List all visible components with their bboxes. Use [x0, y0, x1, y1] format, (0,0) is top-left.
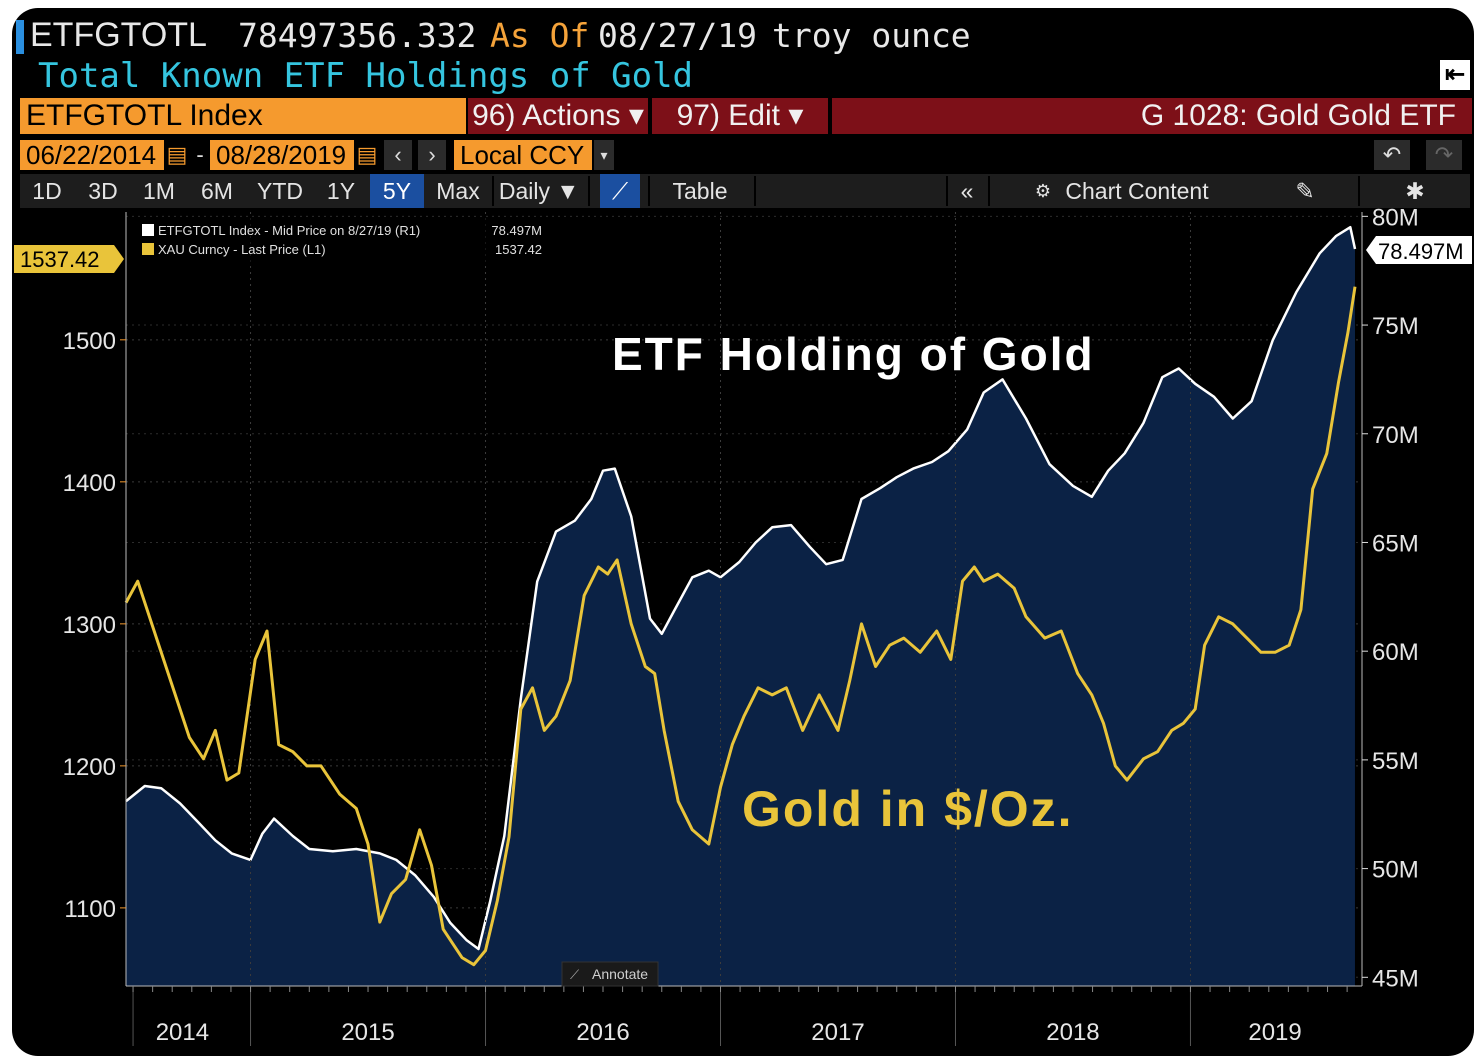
left-tick-label: 1400 — [63, 470, 116, 497]
period-6m[interactable]: 6M — [201, 178, 233, 204]
gold-annotation: Gold in $/Oz. — [742, 781, 1074, 837]
x-tick-label: 2018 — [1046, 1019, 1099, 1046]
legend-label-etf: ETFGTOTL Index - Mid Price on 8/27/19 (R… — [158, 223, 420, 238]
period-3d[interactable]: 3D — [88, 178, 118, 204]
end-date-input[interactable]: 08/28/2019 — [210, 140, 354, 170]
calendar-icon[interactable]: ▤ — [166, 140, 188, 170]
last-etf-value: 78.497M — [1378, 239, 1464, 264]
annotate-button-bg — [561, 961, 659, 987]
legend-label-gold: XAU Curncy - Last Price (L1) — [158, 242, 326, 257]
chevron-right-icon[interactable]: › — [418, 140, 446, 170]
security-input[interactable]: ETFGTOTL Index — [20, 98, 466, 134]
last-gold-price-value: 1537.42 — [20, 247, 100, 272]
page-title: Total Known ETF Holdings of Gold — [38, 56, 694, 96]
annotate-icon: ⟋ — [570, 967, 580, 982]
right-tick-label: 65M — [1372, 530, 1419, 557]
unit-label: troy ounce — [772, 16, 971, 55]
undo-icon[interactable]: ↶ — [1374, 140, 1410, 170]
right-tick-label: 70M — [1372, 422, 1419, 449]
settings-gear-icon[interactable]: ✱ — [1405, 178, 1425, 204]
annotate-button: Annotate — [592, 966, 648, 982]
left-tick-label: 1200 — [63, 754, 116, 781]
line-chart-icon[interactable]: ⟋ — [600, 174, 640, 208]
focus-indicator — [16, 20, 24, 54]
legend-swatch-etf — [142, 224, 154, 236]
etf-holdings-area — [126, 227, 1355, 986]
period-max[interactable]: Max — [436, 178, 480, 204]
last-gold-price-tag — [14, 245, 124, 273]
left-tick-label: 1100 — [64, 896, 116, 923]
right-tick-label: 60M — [1372, 639, 1419, 666]
left-tick-label: 1500 — [63, 328, 116, 355]
chevron-down-icon[interactable]: ▾ — [594, 140, 614, 170]
x-tick-label: 2016 — [576, 1019, 629, 1046]
right-tick-label: 80M — [1372, 204, 1419, 231]
frequency-select[interactable]: Daily ▼ — [498, 178, 580, 204]
period-5y[interactable]: 5Y — [370, 174, 424, 208]
header-bar: ETFGTOTL 78497356.332 As Of 08/27/19 tro… — [12, 8, 1474, 62]
gold-price-line — [124, 286, 1357, 967]
chart-content-button[interactable]: Chart Content — [1065, 178, 1209, 204]
legend-swatch-gold — [142, 243, 154, 255]
as-of-date: 08/27/19 — [598, 16, 757, 55]
period-ytd[interactable]: YTD — [257, 178, 303, 204]
chart-content-icon[interactable]: ⚙ — [1034, 181, 1052, 201]
x-tick-label: 2014 — [156, 1019, 209, 1046]
chart-id-label: G 1028: Gold Gold ETF — [832, 98, 1472, 134]
period-1d[interactable]: 1D — [32, 178, 62, 204]
x-tick-label: 2015 — [341, 1019, 394, 1046]
legend-box — [134, 218, 546, 266]
edit-menu-button[interactable]: 97) Edit ▾ — [652, 98, 828, 134]
x-tick-label: 2017 — [811, 1019, 864, 1046]
start-date-input[interactable]: 06/22/2014 — [20, 140, 164, 170]
legend-value-gold: 1537.42 — [495, 242, 542, 257]
chevron-left-icon[interactable]: ‹ — [384, 140, 412, 170]
right-tick-label: 50M — [1372, 857, 1419, 884]
right-tick-label: 75M — [1372, 313, 1419, 340]
redo-icon[interactable]: ↷ — [1426, 140, 1462, 170]
last-etf-value-tag — [1366, 236, 1472, 264]
header-ticker: ETFGTOTL — [30, 16, 207, 54]
period-1m[interactable]: 1M — [143, 178, 175, 204]
left-tick-label: 1300 — [63, 612, 116, 639]
edit-chart-icon[interactable]: ✎ — [1295, 178, 1315, 204]
date-range-dash: - — [192, 140, 208, 170]
table-button[interactable]: Table — [672, 178, 728, 204]
currency-select[interactable]: Local CCY — [454, 140, 592, 170]
header-value: 78497356.332 — [238, 16, 477, 55]
right-tick-label: 55M — [1372, 748, 1419, 775]
actions-menu-button[interactable]: 96) Actions ▾ — [468, 98, 648, 134]
as-of-label: As Of — [490, 16, 590, 55]
calendar-icon[interactable]: ▤ — [356, 140, 378, 170]
toolbar — [20, 174, 1470, 208]
right-tick-label: 45M — [1372, 965, 1419, 992]
etf-annotation: ETF Holding of Gold — [612, 328, 1095, 380]
etf-holdings-line — [125, 225, 1357, 951]
period-1y[interactable]: 1Y — [326, 178, 356, 204]
collapse-icon[interactable]: « — [960, 178, 974, 204]
x-tick-label: 2019 — [1248, 1019, 1301, 1046]
exit-icon[interactable]: ⇤ — [1440, 60, 1470, 90]
legend-value-etf: 78.497M — [491, 223, 542, 238]
